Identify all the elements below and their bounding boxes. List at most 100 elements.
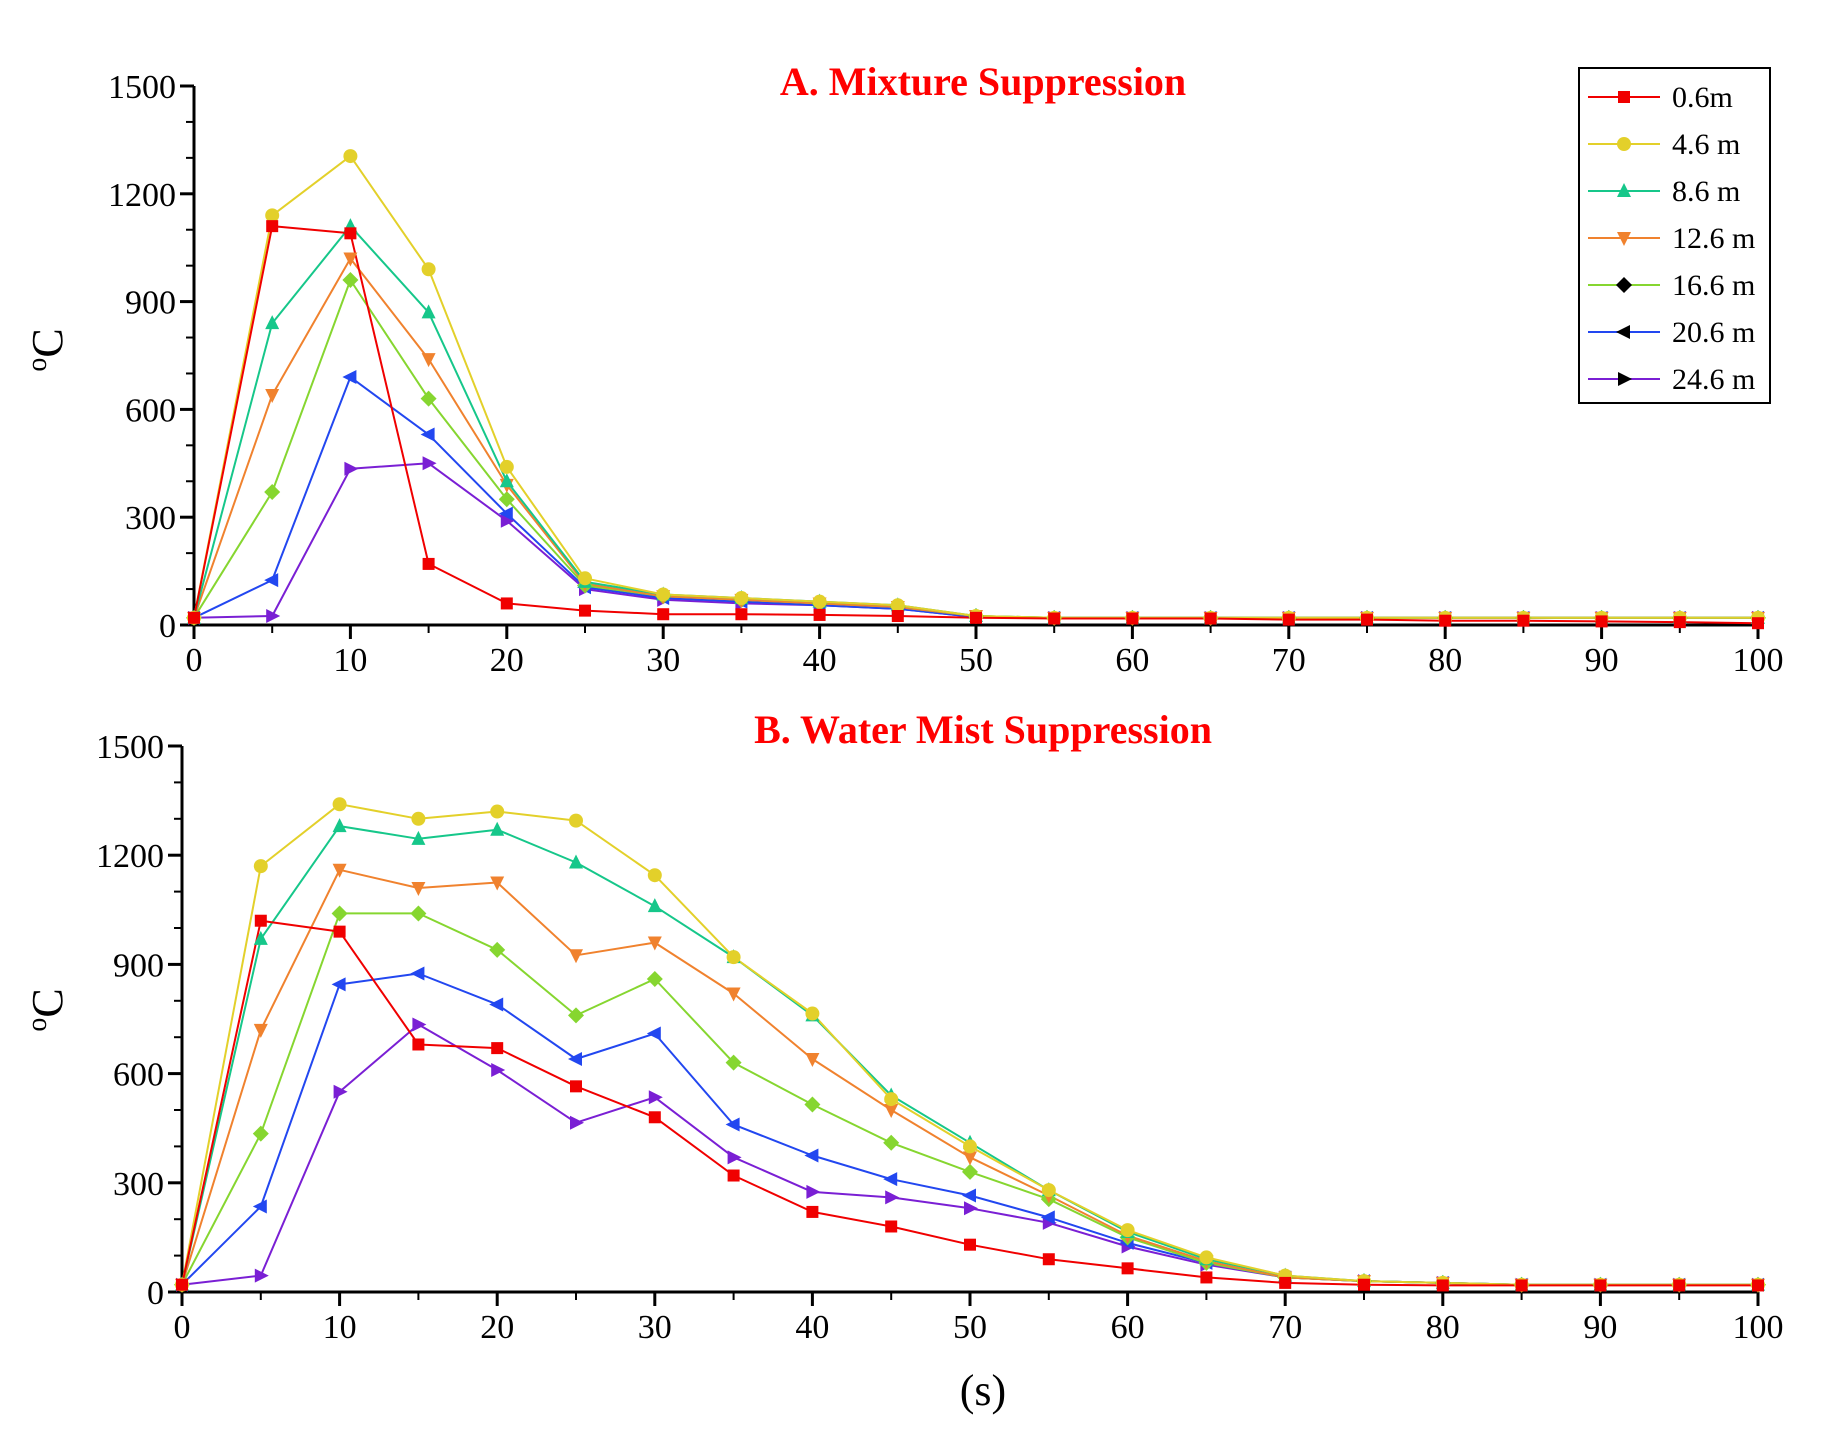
y-tick-label: 300 — [113, 1166, 164, 1203]
data-point — [884, 1104, 899, 1118]
series-line-20.6m — [181, 972, 1758, 1286]
data-point — [1594, 1279, 1607, 1292]
data-point — [725, 1054, 742, 1071]
data-point — [1200, 1271, 1213, 1284]
data-point — [265, 315, 280, 330]
data-point — [1041, 1183, 1056, 1198]
data-point — [252, 1199, 267, 1214]
legend-item: 12.6 m — [1588, 222, 1755, 255]
data-point — [344, 227, 357, 240]
data-point — [499, 473, 514, 488]
x-axis-label: (s) — [960, 1366, 1006, 1415]
data-point — [804, 1096, 821, 1113]
y-tick-label: 600 — [113, 1057, 164, 1094]
data-point — [805, 1006, 820, 1021]
data-point — [725, 1117, 740, 1132]
data-point — [411, 881, 426, 896]
data-point — [1673, 616, 1686, 629]
data-point — [1358, 1278, 1370, 1291]
data-point — [1199, 1250, 1214, 1265]
data-point — [266, 220, 279, 233]
panel-b-water-mist-suppression: B. Water Mist Suppression oC (s) 0300600… — [22, 707, 1784, 1415]
data-point — [421, 262, 436, 277]
data-point — [569, 813, 583, 828]
x-tick-label: 30 — [638, 1309, 672, 1346]
y-tick-label: 1500 — [108, 69, 176, 106]
data-point — [962, 1188, 976, 1203]
legend-item: 8.6 m — [1588, 175, 1740, 208]
legend-label: 24.6 m — [1672, 363, 1755, 396]
legend-label: 0.6m — [1672, 81, 1733, 114]
data-point — [500, 513, 515, 528]
data-point — [489, 941, 506, 958]
x-tick-label: 40 — [803, 642, 837, 679]
data-point — [579, 604, 591, 617]
x-tick-label: 50 — [959, 642, 993, 679]
data-point — [964, 1238, 976, 1251]
data-point — [420, 427, 435, 442]
data-point — [411, 830, 426, 845]
x-tick-label: 40 — [795, 1309, 829, 1346]
x-tick-label: 90 — [1585, 642, 1619, 679]
data-point — [1204, 612, 1217, 625]
data-point — [253, 859, 268, 874]
data-point — [568, 1052, 582, 1067]
x-tick-label: 90 — [1583, 1309, 1617, 1346]
data-point — [890, 598, 905, 613]
legend-label: 8.6 m — [1672, 175, 1740, 208]
data-point — [1040, 1210, 1055, 1225]
legend-label: 12.6 m — [1672, 222, 1755, 255]
data-point — [412, 1017, 427, 1032]
y-tick-label: 900 — [125, 285, 176, 322]
y-tick-label: 300 — [125, 500, 176, 537]
x-tick-label: 0 — [186, 642, 203, 679]
data-point — [1120, 1223, 1135, 1238]
data-point — [570, 1115, 584, 1130]
data-point — [891, 610, 904, 623]
data-point — [813, 608, 826, 621]
data-point — [490, 821, 505, 836]
data-point — [176, 1278, 188, 1291]
data-point — [343, 149, 358, 164]
x-tick-label: 0 — [174, 1309, 191, 1346]
legend-item: 0.6m — [1588, 81, 1733, 114]
data-point — [333, 925, 346, 938]
data-point — [1515, 1279, 1528, 1292]
data-point — [806, 1184, 821, 1199]
panel-a-axes: 0 300 600 900 1200 1500 0 10 20 30 40 50 60 70 80 90 100 — [108, 69, 1784, 679]
legend-marker — [1616, 277, 1632, 293]
data-point — [332, 863, 347, 878]
data-point — [264, 573, 279, 588]
legend-marker — [1617, 183, 1631, 197]
data-point — [421, 353, 436, 368]
data-point — [500, 597, 513, 610]
data-point — [734, 591, 749, 606]
panel-b-y-axis-label: oC — [22, 988, 72, 1031]
data-point — [410, 966, 425, 981]
data-point — [265, 389, 280, 404]
series-line-4.6m — [193, 155, 1758, 619]
x-tick-label: 80 — [1426, 1309, 1460, 1346]
data-point — [885, 1220, 898, 1233]
data-point — [490, 876, 505, 891]
data-point — [569, 854, 583, 869]
x-tick-label: 20 — [480, 1309, 514, 1346]
data-point — [735, 608, 748, 621]
y-tick-label: 1200 — [96, 838, 164, 875]
data-point — [1048, 612, 1061, 625]
data-point — [883, 1134, 900, 1151]
panel-a-y-axis-label: oC — [22, 328, 72, 371]
legend-marker — [1618, 372, 1632, 386]
data-point — [253, 1023, 268, 1038]
y-tick-label: 900 — [113, 947, 164, 984]
legend-label: 16.6 m — [1672, 269, 1755, 302]
legend-item: 16.6 m — [1588, 269, 1755, 302]
data-point — [421, 304, 436, 319]
y-tick-label: 0 — [159, 608, 176, 645]
data-point — [1752, 617, 1764, 630]
legend-marker — [1618, 91, 1630, 103]
data-point — [342, 272, 359, 289]
data-point — [410, 905, 427, 922]
data-point — [1436, 1279, 1449, 1292]
